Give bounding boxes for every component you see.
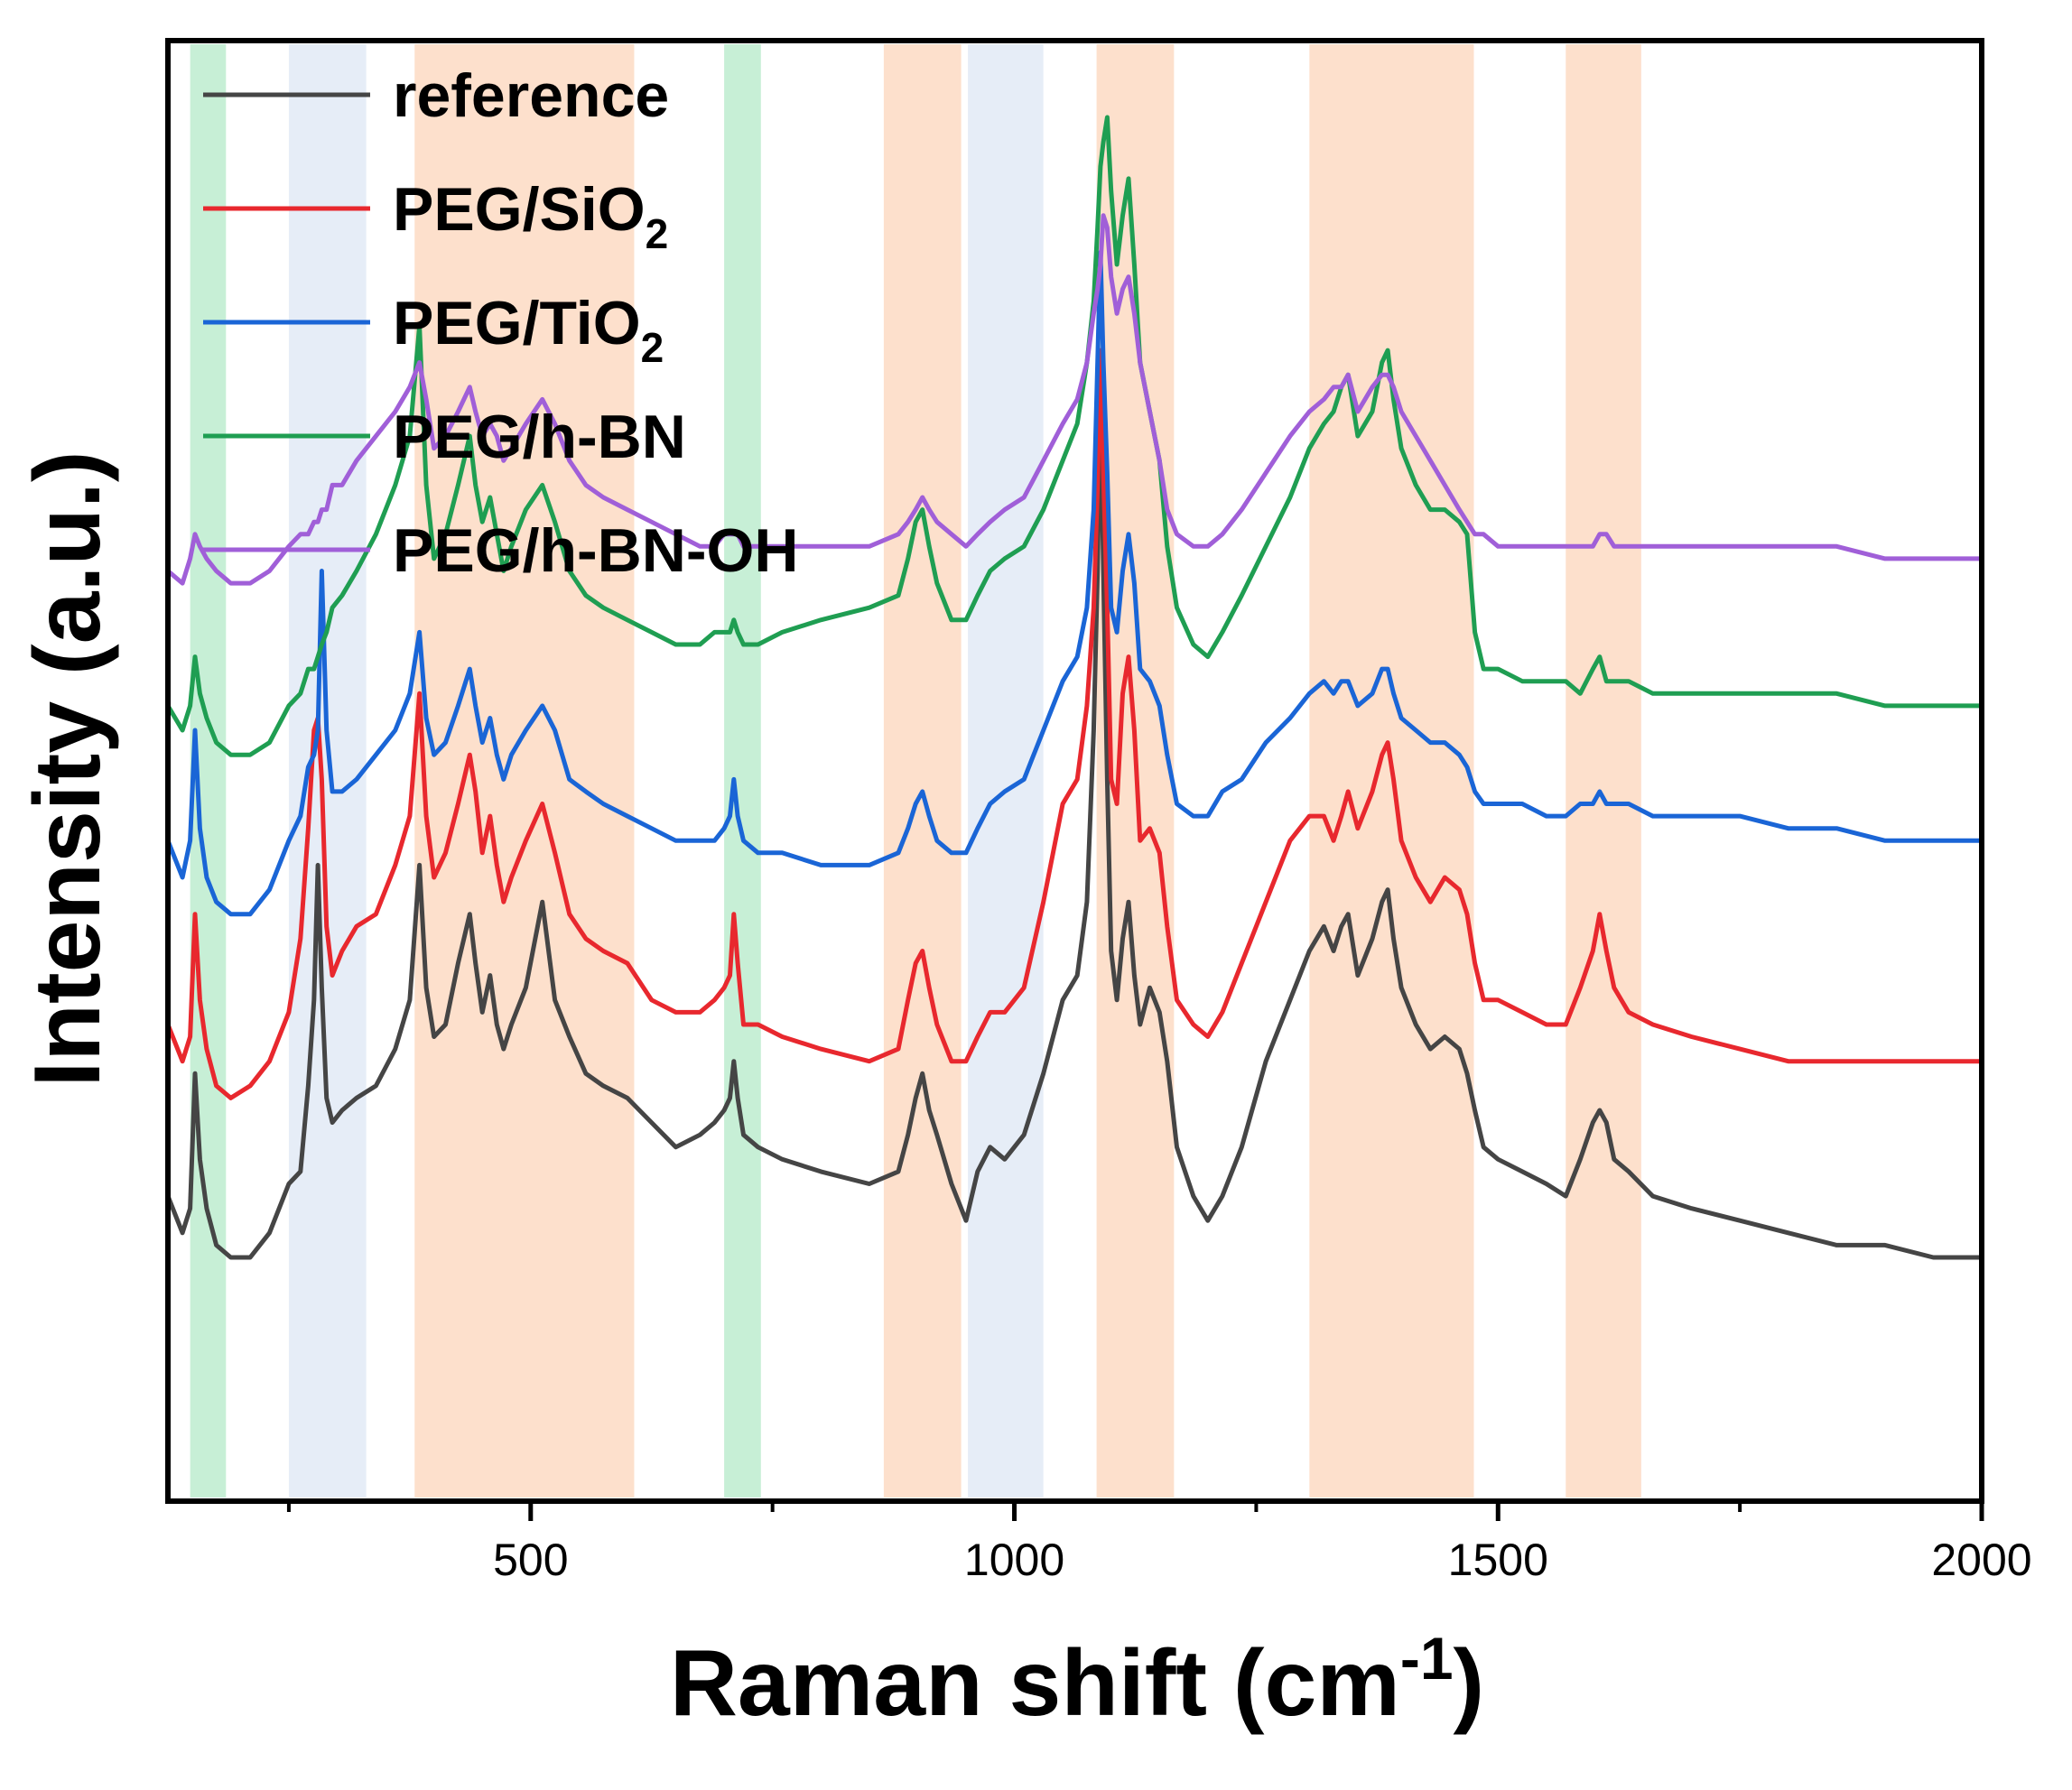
x-axis-label-end: ) — [1454, 1631, 1485, 1736]
legend: reference PEG/SiO2 PEG/TiO2 PEG/h-BN PEG/h-B… — [203, 61, 799, 585]
x-axis-ticks: 500 1000 1500 2000 — [286, 1501, 2032, 1585]
x-tick-label-3: 2000 — [1931, 1535, 2031, 1585]
highlight-band-1 — [288, 44, 367, 1498]
highlight-band-5 — [968, 44, 1044, 1498]
highlight-band-4 — [883, 44, 962, 1498]
x-axis-label: Raman shift (cm-1) — [670, 1625, 1484, 1736]
legend-label-0: reference — [393, 61, 669, 130]
x-tick-label-2: 1500 — [1448, 1535, 1548, 1585]
y-axis-label: Intensity (a.u.) — [15, 451, 120, 1088]
series-line-3 — [165, 115, 1982, 757]
legend-label-2: PEG/TiO2 — [393, 289, 664, 371]
series-lines — [165, 115, 1982, 1260]
x-axis-label-main: Raman shift (cm — [670, 1631, 1400, 1736]
highlight-bands — [190, 44, 1641, 1498]
highlight-band-2 — [414, 44, 635, 1498]
x-axis-label-sup: -1 — [1400, 1625, 1454, 1692]
highlight-band-8 — [1566, 44, 1641, 1498]
x-tick-label-1: 1000 — [964, 1535, 1064, 1585]
series-line-1 — [165, 348, 1982, 1100]
highlight-band-3 — [724, 44, 761, 1498]
legend-label-3: PEG/h-BN — [393, 403, 686, 471]
x-tick-label-0: 500 — [493, 1535, 568, 1585]
legend-label-1: PEG/SiO2 — [393, 175, 668, 257]
plot-frame — [165, 38, 1984, 1504]
series-line-0 — [165, 385, 1982, 1260]
legend-label-4: PEG/h-BN-OH — [393, 516, 799, 585]
series-line-4 — [166, 213, 1982, 586]
series-line-2 — [165, 249, 1982, 917]
